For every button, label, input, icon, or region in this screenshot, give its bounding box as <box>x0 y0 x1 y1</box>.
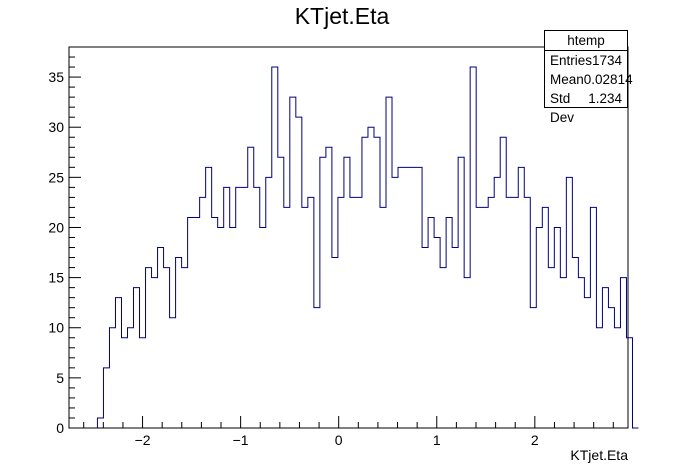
stats-label: Mean <box>550 72 584 87</box>
y-tick-label: 25 <box>48 169 64 185</box>
y-tick-label: 35 <box>48 69 64 85</box>
x-axis-label: KTjet.Eta <box>570 447 628 463</box>
stats-row-stddev: Std Dev 1.234 <box>545 89 627 125</box>
y-tick-label: 5 <box>56 370 64 386</box>
stats-value: 0.02814 <box>583 72 633 87</box>
y-tick-label: 10 <box>48 320 64 336</box>
histogram-outline <box>96 66 639 429</box>
x-tick-label: 2 <box>531 432 539 448</box>
stats-value: 1.234 <box>588 91 622 106</box>
stats-title: htemp <box>545 31 627 51</box>
stats-row-entries: Entries 1734 <box>545 51 627 70</box>
y-tick-label: 15 <box>48 270 64 286</box>
chart-title: KTjet.Eta <box>295 3 390 29</box>
stats-box: htemp Entries 1734 Mean 0.02814 Std Dev … <box>544 30 633 125</box>
x-tick-label: −2 <box>135 432 151 448</box>
y-tick-label: 20 <box>48 219 64 235</box>
stats-label: Std Dev <box>550 91 575 125</box>
x-tick-label: 1 <box>433 432 441 448</box>
x-tick-label: −1 <box>233 432 249 448</box>
x-tick-label: 0 <box>335 432 343 448</box>
y-tick-label: 30 <box>48 119 64 135</box>
stats-label: Entries <box>550 53 593 68</box>
stats-value: 1734 <box>592 53 623 68</box>
y-tick-label: 0 <box>56 420 64 436</box>
stats-row-mean: Mean 0.02814 <box>545 70 633 89</box>
